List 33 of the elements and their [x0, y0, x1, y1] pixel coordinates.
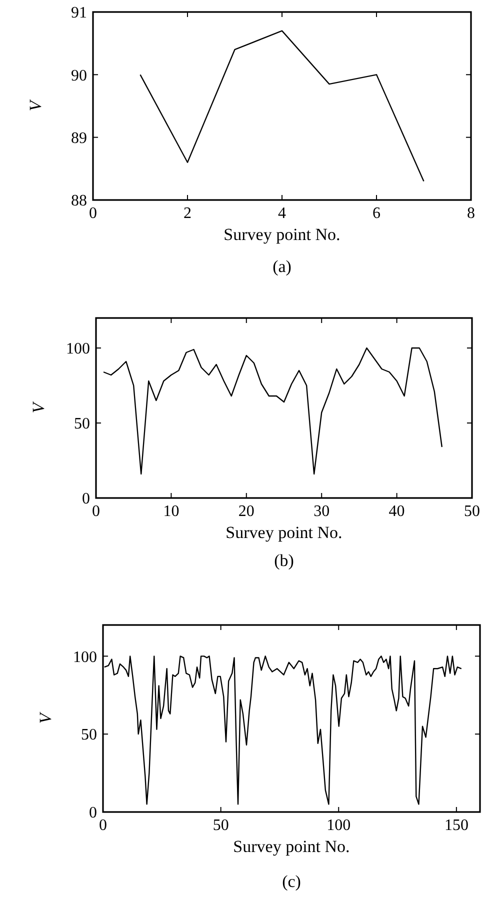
line-series — [140, 30, 424, 182]
x-axis-title: Survey point No. — [233, 837, 350, 856]
x-axis-title: Survey point No. — [226, 523, 342, 542]
y-axis-title: V — [36, 710, 55, 724]
x-tick-label: 2 — [184, 205, 192, 222]
y-axis-title: V — [29, 400, 48, 414]
x-tick-label: 100 — [326, 817, 351, 834]
y-tick-label: 50 — [74, 416, 90, 433]
y-tick-label: 0 — [82, 490, 90, 508]
line-series — [102, 347, 443, 475]
y-tick-label: 88 — [71, 192, 87, 210]
y-tick-label: 100 — [66, 340, 90, 358]
x-axis-title: Survey point No. — [224, 225, 340, 244]
y-tick-label: 50 — [81, 726, 97, 744]
x-tick-label: 150 — [444, 817, 468, 834]
x-tick-label: 4 — [278, 205, 286, 222]
y-tick-label: 100 — [73, 648, 97, 666]
x-tick-label: 40 — [388, 503, 405, 520]
x-tick-label: 30 — [314, 503, 330, 520]
y-tick-label: 89 — [71, 130, 87, 147]
text: (b) — [274, 551, 294, 570]
x-tick-label: 8 — [467, 205, 475, 222]
y-tick-label: 0 — [89, 804, 97, 822]
x-tick-label: 50 — [464, 503, 480, 520]
y-tick-label: 91 — [71, 4, 87, 22]
y-tick-label: 90 — [71, 67, 87, 84]
text: (c) — [282, 872, 301, 891]
text: (a) — [272, 257, 292, 276]
x-tick-label: 10 — [163, 503, 180, 520]
x-tick-label: 20 — [238, 503, 254, 520]
x-tick-label: 50 — [212, 817, 229, 834]
x-tick-label: 6 — [372, 205, 380, 222]
y-axis-title: V — [26, 98, 45, 112]
